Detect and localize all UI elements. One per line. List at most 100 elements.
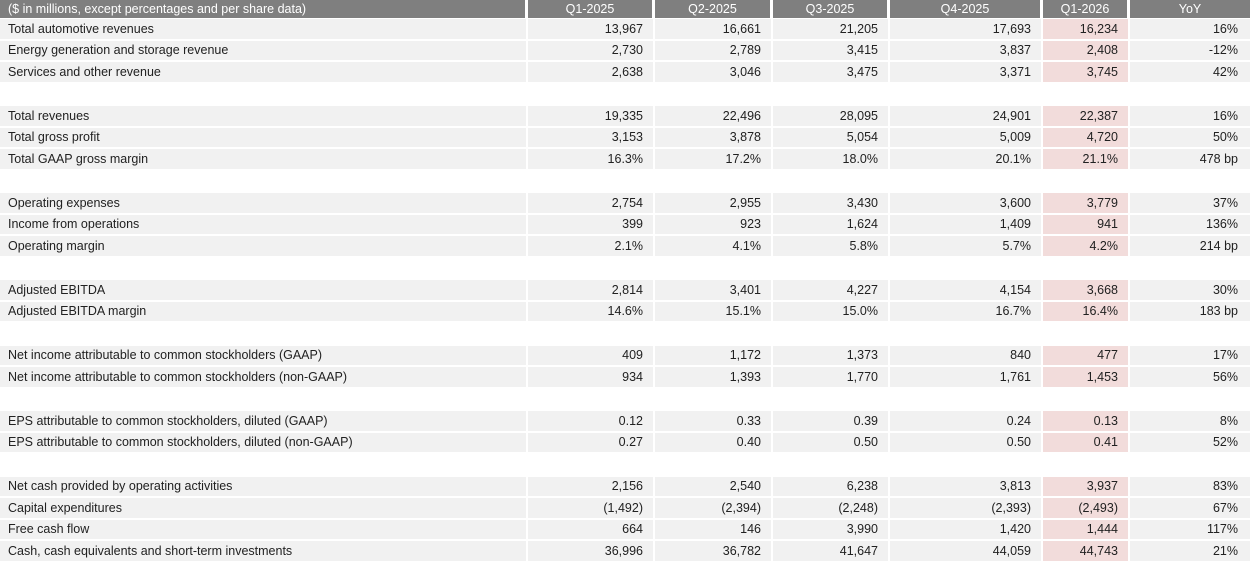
value-cell: 399 bbox=[528, 214, 655, 236]
row-label: EPS attributable to common stockholders,… bbox=[0, 411, 528, 433]
value-cell: 1,373 bbox=[773, 345, 890, 367]
value-cell: 2,754 bbox=[528, 193, 655, 215]
value-cell: (2,393) bbox=[890, 498, 1043, 520]
section-spacer bbox=[0, 257, 1250, 280]
value-cell: 4.2% bbox=[1043, 236, 1130, 258]
value-cell: 2,730 bbox=[528, 40, 655, 62]
value-cell: 2,540 bbox=[655, 476, 773, 498]
column-header-q2-2025: Q2-2025 bbox=[655, 0, 773, 19]
value-cell: 3,937 bbox=[1043, 476, 1130, 498]
value-cell: (2,493) bbox=[1043, 498, 1130, 520]
table-row: Services and other revenue 2,638 3,046 3,47… bbox=[0, 62, 1250, 84]
value-cell: 3,878 bbox=[655, 127, 773, 149]
value-cell: 44,059 bbox=[890, 541, 1043, 563]
value-cell: 3,600 bbox=[890, 193, 1043, 215]
value-cell: 16.3% bbox=[528, 149, 655, 171]
column-header-yoy: YoY bbox=[1130, 0, 1250, 19]
value-cell: 3,779 bbox=[1043, 193, 1130, 215]
value-cell: 44,743 bbox=[1043, 541, 1130, 563]
value-cell: 0.41 bbox=[1043, 432, 1130, 454]
value-cell: 42% bbox=[1130, 62, 1250, 84]
value-cell: 8% bbox=[1130, 411, 1250, 433]
value-cell: 934 bbox=[528, 367, 655, 389]
table-row: Cash, cash equivalents and short-term in… bbox=[0, 541, 1250, 563]
value-cell: 4,720 bbox=[1043, 127, 1130, 149]
table-row: EPS attributable to common stockholders,… bbox=[0, 411, 1250, 433]
value-cell: 0.33 bbox=[655, 411, 773, 433]
value-cell: 22,496 bbox=[655, 106, 773, 128]
value-cell: 5.8% bbox=[773, 236, 890, 258]
table-row: Total automotive revenues 13,967 16,661 21,… bbox=[0, 19, 1250, 41]
table-row: Total gross profit 3,153 3,878 5,054 5,009 4,… bbox=[0, 127, 1250, 149]
value-cell: 1,761 bbox=[890, 367, 1043, 389]
value-cell: 4,154 bbox=[890, 280, 1043, 302]
value-cell: 3,046 bbox=[655, 62, 773, 84]
value-cell: 0.13 bbox=[1043, 411, 1130, 433]
row-label: Energy generation and storage revenue bbox=[0, 40, 528, 62]
row-label: Total GAAP gross margin bbox=[0, 149, 528, 171]
table-row: Free cash flow 664 146 3,990 1,420 1,444 117% bbox=[0, 519, 1250, 541]
value-cell: 18.0% bbox=[773, 149, 890, 171]
value-cell: 1,393 bbox=[655, 367, 773, 389]
value-cell: (2,248) bbox=[773, 498, 890, 520]
section-spacer bbox=[0, 170, 1250, 193]
row-label: Total gross profit bbox=[0, 127, 528, 149]
table-row: Energy generation and storage revenue 2,7… bbox=[0, 40, 1250, 62]
value-cell: 0.12 bbox=[528, 411, 655, 433]
value-cell: 409 bbox=[528, 345, 655, 367]
value-cell: 923 bbox=[655, 214, 773, 236]
value-cell: 0.50 bbox=[890, 432, 1043, 454]
value-cell: 83% bbox=[1130, 476, 1250, 498]
row-label: EPS attributable to common stockholders,… bbox=[0, 432, 528, 454]
value-cell: 2,638 bbox=[528, 62, 655, 84]
value-cell: 5.7% bbox=[890, 236, 1043, 258]
value-cell: 21% bbox=[1130, 541, 1250, 563]
value-cell: 0.40 bbox=[655, 432, 773, 454]
table-row: Total GAAP gross margin 16.3% 17.2% 18.0% 20… bbox=[0, 149, 1250, 171]
table-row: Operating margin 2.1% 4.1% 5.8% 5.7% 4.2% 214 … bbox=[0, 236, 1250, 258]
value-cell: 2,156 bbox=[528, 476, 655, 498]
value-cell: 3,371 bbox=[890, 62, 1043, 84]
table-row: Operating expenses 2,754 2,955 3,430 3,600 3,… bbox=[0, 193, 1250, 215]
value-cell: 15.1% bbox=[655, 301, 773, 323]
row-label: Net income attributable to common stockh… bbox=[0, 345, 528, 367]
value-cell: 2.1% bbox=[528, 236, 655, 258]
value-cell: 4.1% bbox=[655, 236, 773, 258]
row-label: Operating expenses bbox=[0, 193, 528, 215]
value-cell: 146 bbox=[655, 519, 773, 541]
value-cell: 3,668 bbox=[1043, 280, 1130, 302]
value-cell: (2,394) bbox=[655, 498, 773, 520]
value-cell: 17,693 bbox=[890, 19, 1043, 41]
value-cell: 16,661 bbox=[655, 19, 773, 41]
value-cell: 13,967 bbox=[528, 19, 655, 41]
value-cell: 36,996 bbox=[528, 541, 655, 563]
value-cell: 0.50 bbox=[773, 432, 890, 454]
value-cell: 56% bbox=[1130, 367, 1250, 389]
row-label: Operating margin bbox=[0, 236, 528, 258]
value-cell: 1,453 bbox=[1043, 367, 1130, 389]
value-cell: 67% bbox=[1130, 498, 1250, 520]
table-header-row: ($ in millions, except percentages and p… bbox=[0, 0, 1250, 19]
value-cell: 2,408 bbox=[1043, 40, 1130, 62]
value-cell: 477 bbox=[1043, 345, 1130, 367]
value-cell: 1,172 bbox=[655, 345, 773, 367]
table-row: Net income attributable to common stockh… bbox=[0, 345, 1250, 367]
table-row: Income from operations 399 923 1,624 1,409 94… bbox=[0, 214, 1250, 236]
value-cell: 4,227 bbox=[773, 280, 890, 302]
value-cell: 3,153 bbox=[528, 127, 655, 149]
table-row: Adjusted EBITDA margin 14.6% 15.1% 15.0% 16.… bbox=[0, 301, 1250, 323]
value-cell: 17.2% bbox=[655, 149, 773, 171]
value-cell: 6,238 bbox=[773, 476, 890, 498]
value-cell: 41,647 bbox=[773, 541, 890, 563]
value-cell: 50% bbox=[1130, 127, 1250, 149]
value-cell: 21.1% bbox=[1043, 149, 1130, 171]
section-spacer bbox=[0, 83, 1250, 106]
row-label: Net cash provided by operating activitie… bbox=[0, 476, 528, 498]
value-cell: 3,475 bbox=[773, 62, 890, 84]
table-row: Adjusted EBITDA 2,814 3,401 4,227 4,154 3,668… bbox=[0, 280, 1250, 302]
value-cell: 840 bbox=[890, 345, 1043, 367]
value-cell: 14.6% bbox=[528, 301, 655, 323]
table-row: Net income attributable to common stockh… bbox=[0, 367, 1250, 389]
row-label: Capital expenditures bbox=[0, 498, 528, 520]
table-row: Capital expenditures (1,492) (2,394) (2,248… bbox=[0, 498, 1250, 520]
